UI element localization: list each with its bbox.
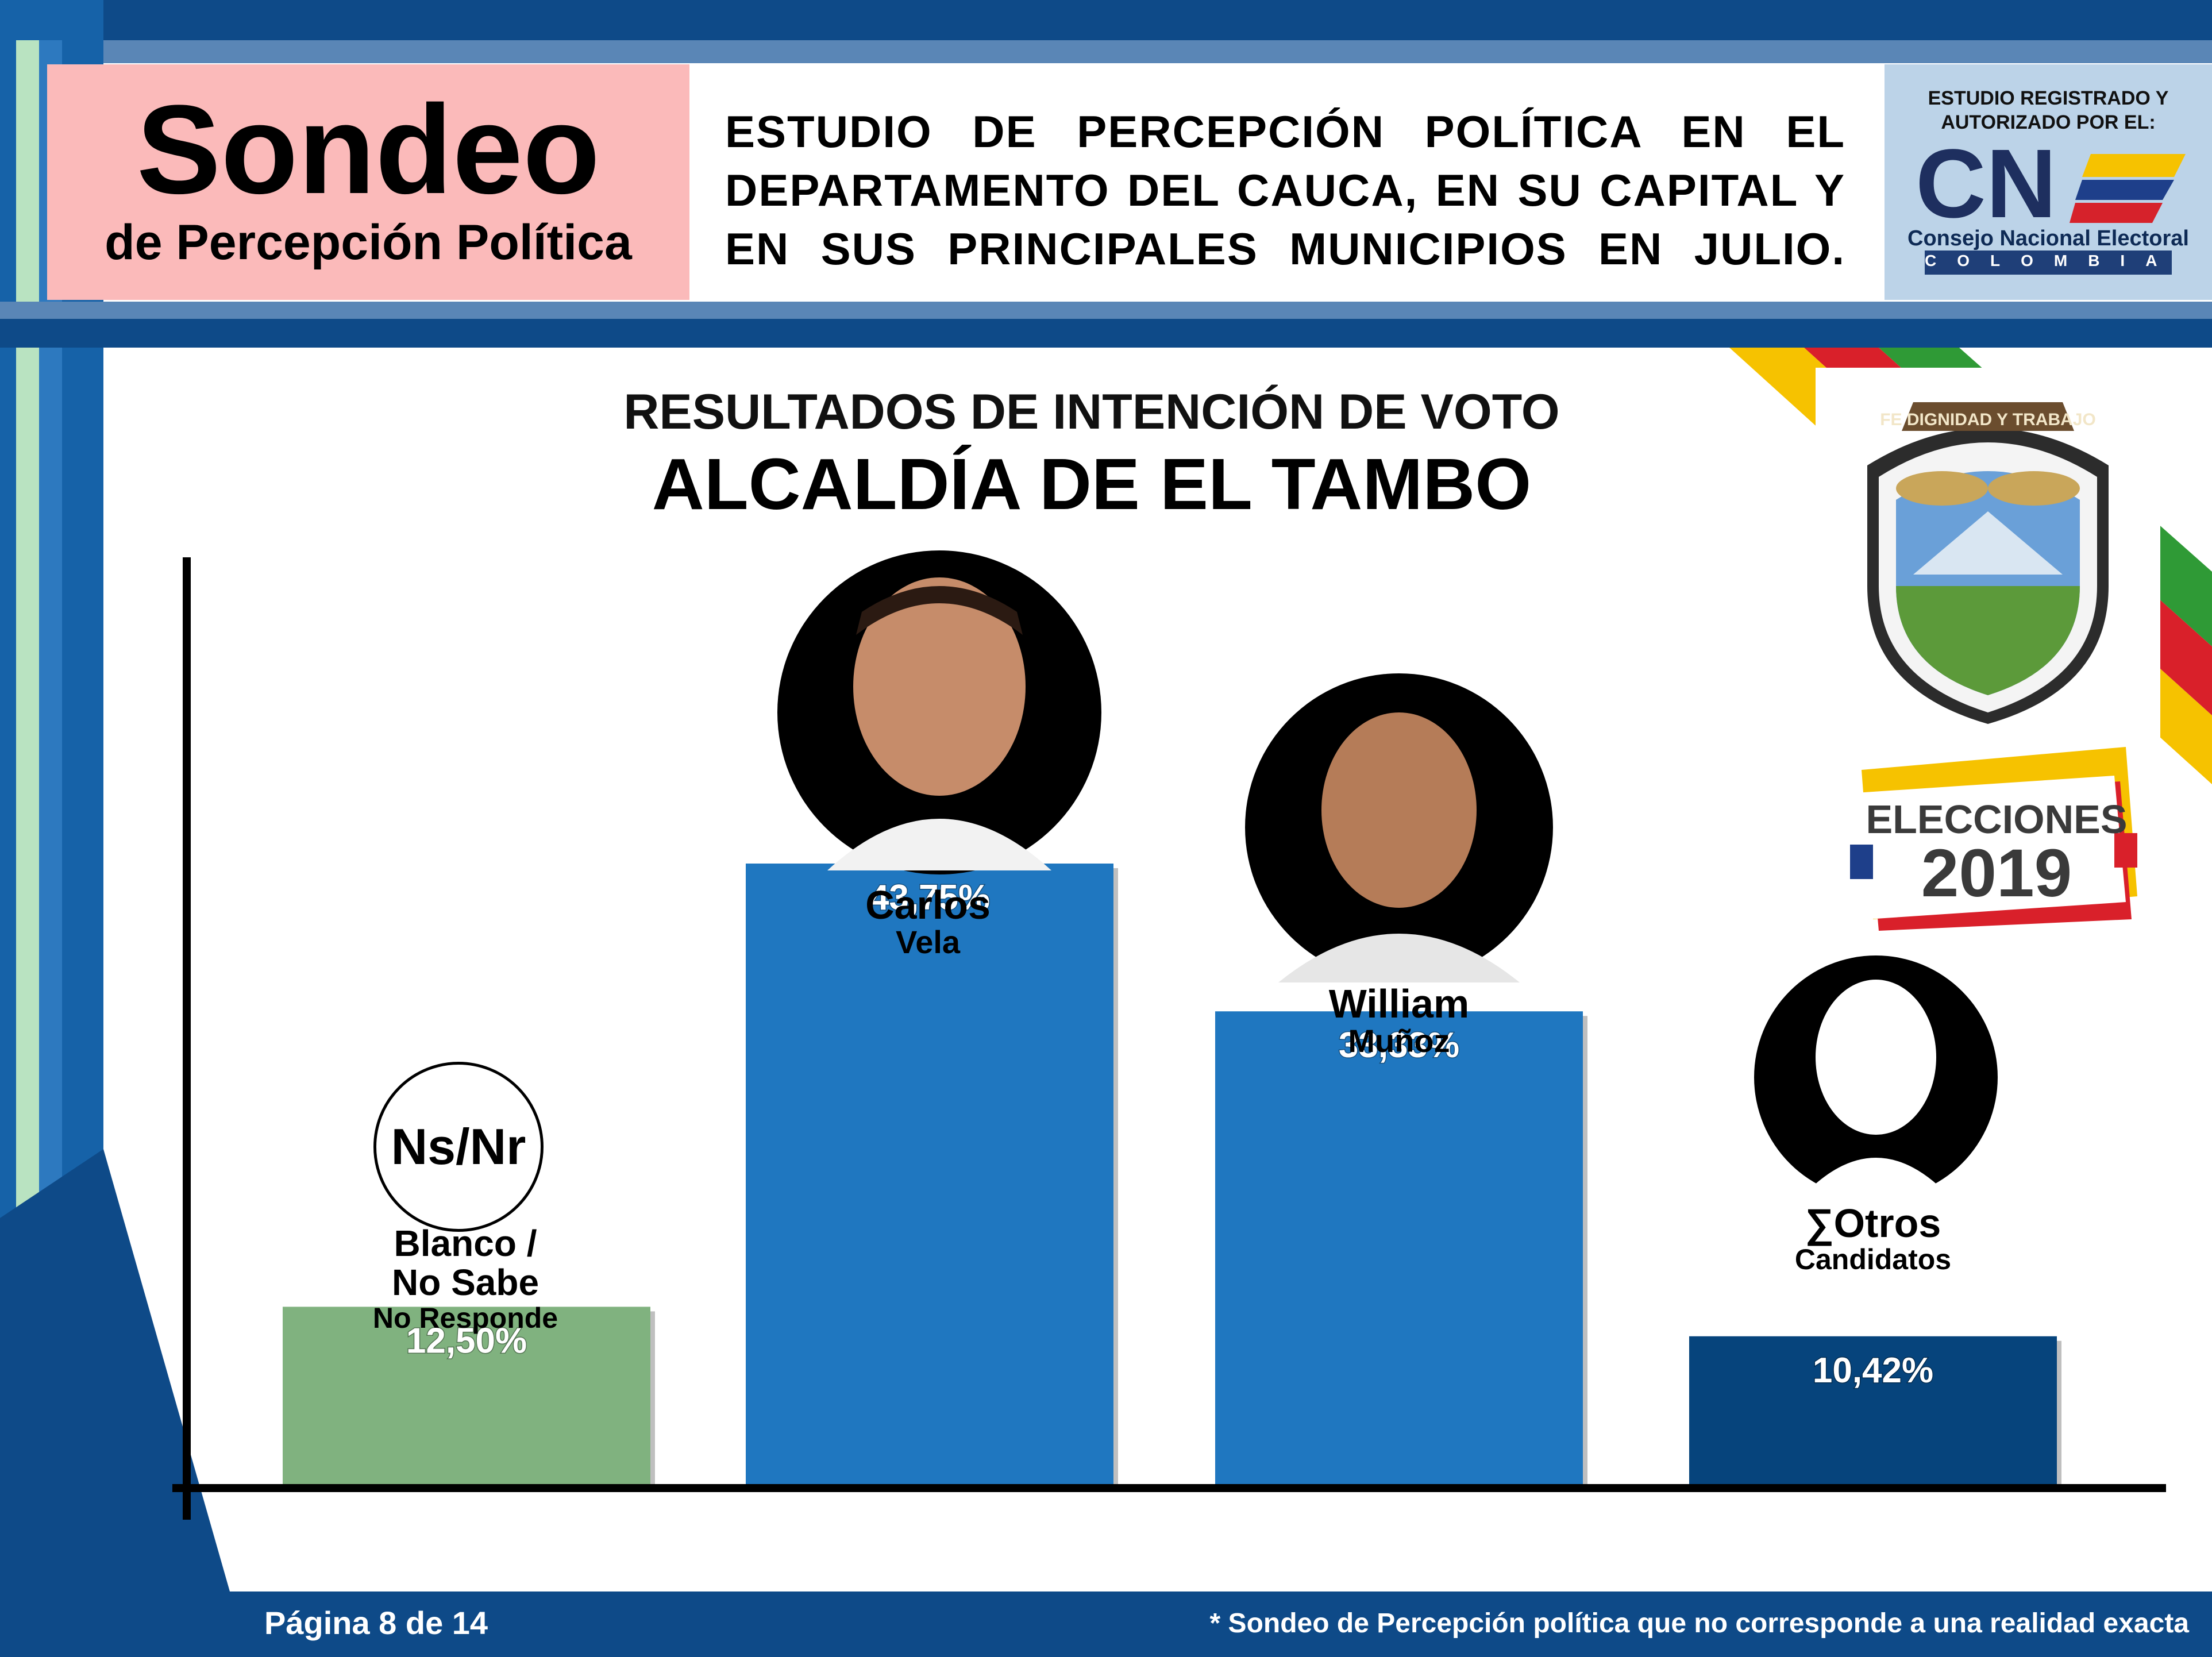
bar-otros <box>1689 1336 2057 1484</box>
cne-name: Consejo Nacional Electoral <box>1907 226 2189 251</box>
category-label-carlos-vela: Carlos Vela <box>727 882 1129 960</box>
carlos-vela-photo-icon <box>777 550 1101 874</box>
category-label-william-munoz: William Muñoz <box>1198 981 1600 1059</box>
page-number: Página 8 de 14 <box>264 1605 488 1641</box>
left-corner-wedge <box>0 1149 230 1592</box>
top-band-accent <box>0 40 2212 63</box>
cne-logo-icon: CN <box>1916 137 2186 229</box>
nsnr-icon <box>373 1062 544 1232</box>
blanco-line-1: Blanco / <box>394 1223 537 1264</box>
otros-line-2: Candidatos <box>1794 1243 1952 1275</box>
study-description: ESTUDIO DE PERCEPCIÓN POLÍTICA EN EL DEP… <box>725 106 1845 274</box>
elecciones-year: 2019 <box>1921 835 2072 911</box>
chart-subtitle: RESULTADOS DE INTENCIÓN DE VOTO <box>623 384 1560 440</box>
registered-line-1: ESTUDIO REGISTRADO Y <box>1928 87 2169 109</box>
footer-band <box>0 1592 2212 1657</box>
sondeo-subtitle: de Percepción Política <box>105 215 632 270</box>
nsnr-icon-label: Ns/Nr <box>391 1118 526 1175</box>
data-label-blanco: 12,50% <box>406 1321 527 1361</box>
blanco-line-2: No Sabe <box>391 1262 539 1303</box>
elecciones-2019-badge: ELECCIONES 2019 <box>1850 747 2137 931</box>
bar-blanco <box>283 1307 650 1484</box>
data-label-carlos-vela: 43,75% <box>869 878 990 918</box>
william-munoz-photo-icon <box>1245 673 1553 982</box>
data-label-william-munoz: 33,33% <box>1339 1026 1459 1065</box>
category-label-blanco: Blanco / No Sabe No Responde <box>264 1224 666 1334</box>
category-label-otros: ∑Otros Candidatos <box>1672 1201 2074 1275</box>
cne-country-bar <box>1925 251 2172 275</box>
otros-candidatos-silhouette-icon <box>1754 955 1998 1201</box>
cne-country: COLOMBIA <box>1925 252 2178 269</box>
registered-text: ESTUDIO REGISTRADO Y AUTORIZADO POR EL: <box>1885 86 2212 134</box>
header-bottom-accent <box>0 302 2212 319</box>
bar-carlos-vela <box>746 864 1113 1484</box>
elecciones-label: ELECCIONES <box>1866 797 2127 842</box>
shield-motto: FE DIGNIDAD Y TRABAJO <box>1880 410 2096 429</box>
chart-title: ALCALDÍA DE EL TAMBO <box>652 444 1532 525</box>
sondeo-title: Sondeo <box>136 79 600 220</box>
footer-disclaimer: * Sondeo de Percepción política que no c… <box>1209 1608 2189 1639</box>
top-band <box>0 0 2212 40</box>
study-box <box>689 64 1885 300</box>
bar-william-munoz <box>1215 1011 1583 1484</box>
bars-group: 12,50% 43,75% 33,33% 10,42% <box>283 864 2061 1489</box>
william-first-name: William <box>1328 981 1470 1026</box>
otros-line-1: ∑Otros <box>1805 1201 1941 1246</box>
registered-line-2: AUTORIZADO POR EL: <box>1941 111 2156 133</box>
data-label-otros: 10,42% <box>1813 1351 1933 1390</box>
sondeo-box <box>47 64 689 300</box>
william-last-name: Muñoz <box>1348 1023 1450 1059</box>
coat-of-arms-icon: FE DIGNIDAD Y TRABAJO <box>1816 368 2160 747</box>
carlos-first-name: Carlos <box>865 883 991 927</box>
blanco-line-3: No Responde <box>372 1302 558 1334</box>
cne-logo-letters: CN <box>1916 137 2057 229</box>
carlos-last-name: Vela <box>895 924 961 960</box>
